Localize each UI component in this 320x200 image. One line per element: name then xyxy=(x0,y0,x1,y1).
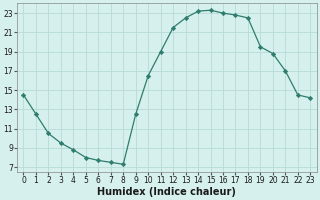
X-axis label: Humidex (Indice chaleur): Humidex (Indice chaleur) xyxy=(98,187,236,197)
